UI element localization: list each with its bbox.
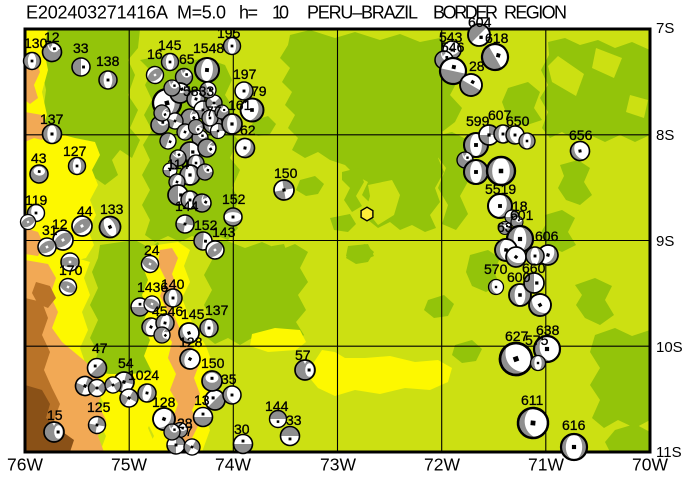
svg-text:8S: 8S <box>656 127 674 144</box>
svg-text:616: 616 <box>562 417 586 433</box>
svg-text:E202403271416A: E202403271416A <box>26 3 168 23</box>
svg-text:127: 127 <box>63 143 87 159</box>
svg-text:12: 12 <box>44 29 60 45</box>
svg-text:638: 638 <box>536 322 560 338</box>
svg-text:12: 12 <box>52 216 68 232</box>
svg-text:44: 44 <box>77 203 93 219</box>
svg-text:5519: 5519 <box>485 181 516 197</box>
svg-text:575: 575 <box>525 332 549 348</box>
svg-text:546: 546 <box>441 39 465 55</box>
svg-text:70W: 70W <box>632 455 668 475</box>
svg-text:138: 138 <box>96 53 120 69</box>
svg-text:660: 660 <box>522 260 546 276</box>
svg-text:543: 543 <box>439 29 463 45</box>
svg-text:114: 114 <box>167 156 190 172</box>
svg-text:144: 144 <box>265 398 289 414</box>
svg-text:PERU–BRAZIL: PERU–BRAZIL <box>307 3 418 23</box>
svg-text:73W: 73W <box>320 455 356 475</box>
svg-text:133: 133 <box>100 201 124 217</box>
svg-text:128: 128 <box>152 394 176 410</box>
svg-text:16: 16 <box>147 46 163 62</box>
svg-text:137: 137 <box>205 302 229 318</box>
svg-text:125: 125 <box>87 399 111 415</box>
svg-text:65: 65 <box>179 51 195 67</box>
svg-text:607: 607 <box>488 107 512 123</box>
svg-text:601: 601 <box>510 207 534 223</box>
svg-text:35: 35 <box>221 371 237 387</box>
svg-text:28: 28 <box>177 415 193 431</box>
svg-text:128: 128 <box>179 334 203 350</box>
svg-text:599: 599 <box>466 113 490 129</box>
svg-text:M=5.0: M=5.0 <box>177 3 226 23</box>
svg-text:195: 195 <box>217 25 241 41</box>
svg-text:28: 28 <box>469 58 485 74</box>
svg-text:54: 54 <box>118 355 134 371</box>
svg-text:33: 33 <box>73 40 89 56</box>
svg-text:152: 152 <box>222 191 246 207</box>
svg-text:h=: h= <box>239 3 258 23</box>
svg-text:47: 47 <box>92 340 108 356</box>
svg-text:130: 130 <box>24 35 48 51</box>
svg-text:77: 77 <box>206 103 222 119</box>
svg-text:119: 119 <box>25 192 48 208</box>
svg-text:611: 611 <box>521 392 544 408</box>
svg-text:4546: 4546 <box>152 303 183 319</box>
svg-text:197: 197 <box>233 66 257 82</box>
svg-text:11S: 11S <box>656 444 682 461</box>
svg-text:76W: 76W <box>7 455 43 475</box>
svg-text:137: 137 <box>40 111 64 127</box>
svg-text:161: 161 <box>228 97 252 113</box>
svg-text:7: 7 <box>185 423 193 439</box>
svg-text:606: 606 <box>535 228 559 244</box>
svg-text:72W: 72W <box>424 455 460 475</box>
svg-text:74W: 74W <box>215 455 251 475</box>
svg-text:5833: 5833 <box>183 83 214 99</box>
svg-text:143: 143 <box>212 224 236 240</box>
svg-text:15: 15 <box>47 407 63 423</box>
svg-text:63: 63 <box>497 219 513 235</box>
svg-text:1548: 1548 <box>193 40 224 56</box>
svg-text:43: 43 <box>31 150 47 166</box>
svg-text:604: 604 <box>468 14 492 30</box>
svg-text:10S: 10S <box>656 339 683 356</box>
svg-text:18: 18 <box>512 198 528 214</box>
svg-text:140: 140 <box>161 276 185 292</box>
svg-text:145: 145 <box>158 37 182 53</box>
svg-text:1436: 1436 <box>137 279 168 295</box>
svg-text:656: 656 <box>569 127 593 143</box>
svg-text:9S: 9S <box>656 233 674 250</box>
svg-text:57: 57 <box>295 347 311 363</box>
svg-text:600: 600 <box>507 269 531 285</box>
svg-text:570: 570 <box>484 261 508 277</box>
svg-text:24: 24 <box>144 242 160 258</box>
svg-text:71W: 71W <box>528 455 564 475</box>
svg-text:627: 627 <box>505 328 529 344</box>
svg-text:79: 79 <box>251 83 267 99</box>
svg-text:618: 618 <box>485 30 509 46</box>
svg-text:BORDER: BORDER <box>433 3 498 23</box>
svg-text:31: 31 <box>42 222 58 238</box>
svg-text:75W: 75W <box>111 455 147 475</box>
svg-text:13: 13 <box>194 392 210 408</box>
svg-text:144: 144 <box>175 198 199 214</box>
svg-text:145: 145 <box>181 306 205 322</box>
svg-text:30: 30 <box>234 421 250 437</box>
svg-text:150: 150 <box>201 355 225 371</box>
svg-text:650: 650 <box>506 113 530 129</box>
svg-text:33: 33 <box>286 412 302 428</box>
svg-text:1024: 1024 <box>128 367 159 383</box>
svg-text:152: 152 <box>194 217 218 233</box>
svg-text:170: 170 <box>59 262 83 278</box>
svg-text:REGION: REGION <box>504 3 567 23</box>
svg-text:62: 62 <box>240 122 256 138</box>
svg-text:10: 10 <box>272 3 289 23</box>
svg-text:150: 150 <box>274 165 298 181</box>
svg-text:7S: 7S <box>656 20 674 37</box>
